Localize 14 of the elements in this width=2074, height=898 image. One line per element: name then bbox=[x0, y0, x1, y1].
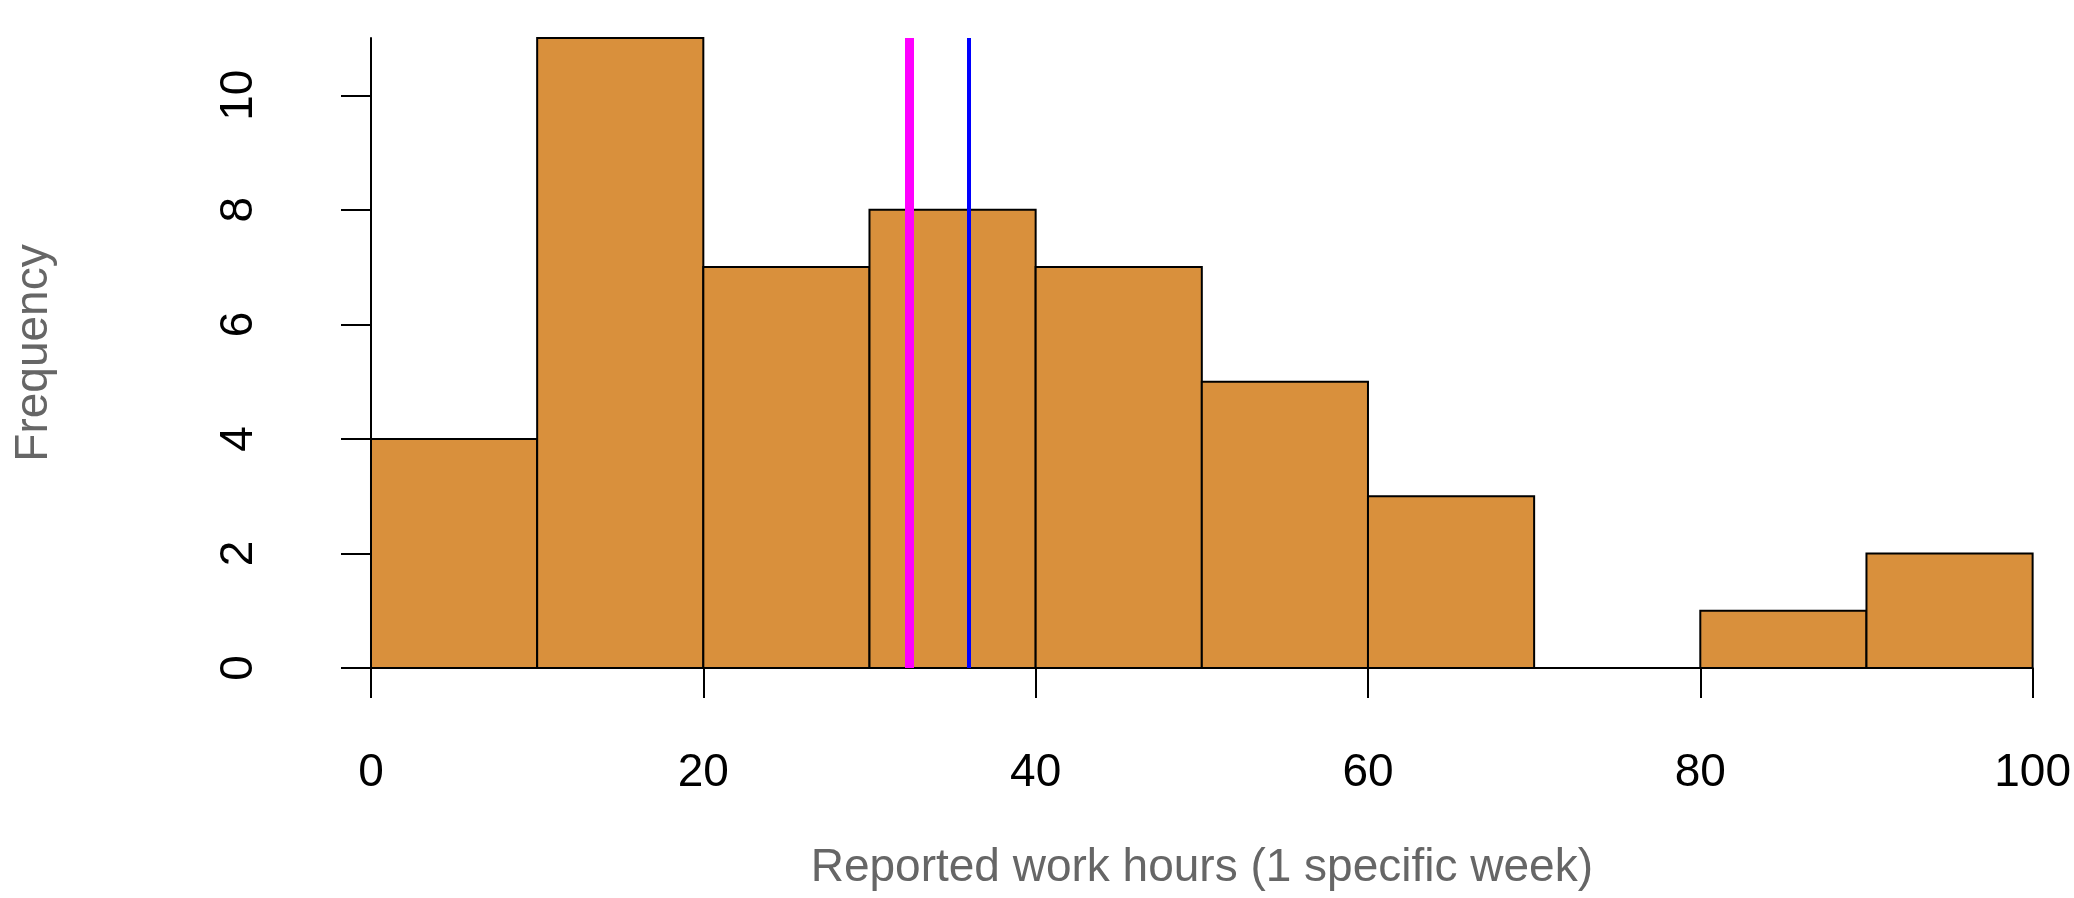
x-tick-label: 40 bbox=[1010, 744, 1062, 796]
y-tick-label: 10 bbox=[210, 69, 262, 121]
x-tick-label: 100 bbox=[1994, 744, 2071, 796]
x-tick-label: 80 bbox=[1674, 744, 1726, 796]
y-tick-label: 0 bbox=[210, 655, 262, 681]
x-axis-title: Reported work hours (1 specific week) bbox=[810, 839, 1593, 891]
y-tick-label: 2 bbox=[210, 540, 262, 567]
x-tick-label: 0 bbox=[358, 744, 384, 796]
y-axis-title: Frequency bbox=[5, 244, 57, 462]
x-tick-label: 60 bbox=[1342, 744, 1394, 796]
y-tick-label: 8 bbox=[210, 197, 262, 223]
x-tick-label: 20 bbox=[677, 744, 729, 796]
y-tick-label: 4 bbox=[210, 426, 262, 452]
y-tick-label: 6 bbox=[210, 311, 262, 338]
